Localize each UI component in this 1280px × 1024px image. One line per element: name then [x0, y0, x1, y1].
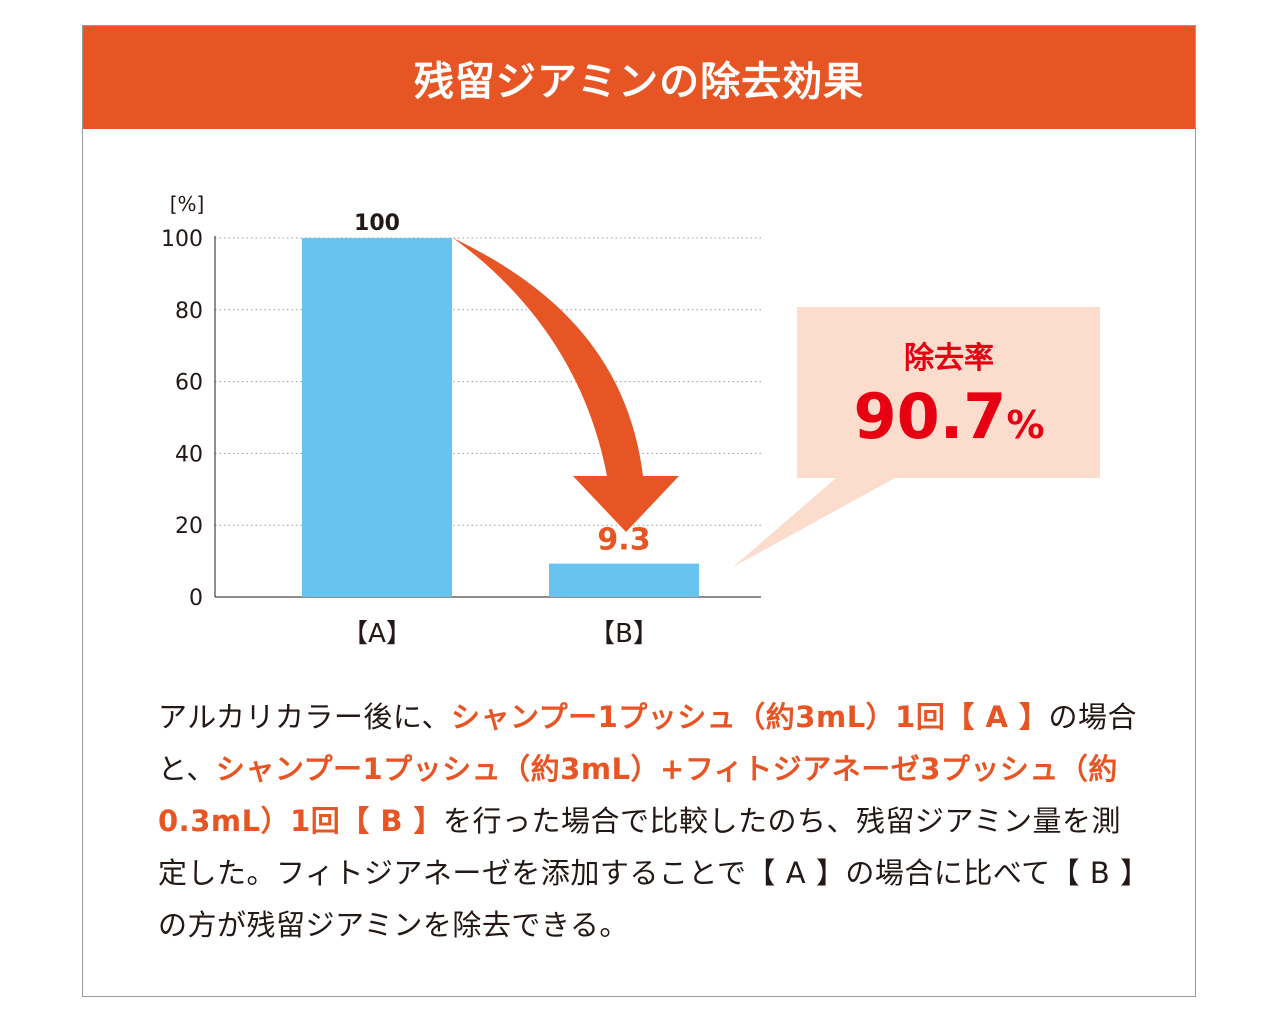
- description-segment: アルカリカラー後に、: [158, 700, 451, 734]
- reduction-arrow: [453, 238, 679, 532]
- bar-value-label: 100: [354, 211, 400, 236]
- description-text: アルカリカラー後に、シャンプー1プッシュ（約3mL）1回【 A 】の場合と、シャ…: [158, 691, 1148, 951]
- bar: [549, 563, 699, 597]
- description-segment: を行った場合で比較したのち、残留ジアミン量を測定した。フィトジアネーゼを添加する…: [158, 804, 1135, 942]
- y-tick-label: 60: [175, 371, 203, 396]
- chart-title: 残留ジアミンの除去効果: [413, 58, 865, 105]
- y-tick-label: 100: [161, 227, 203, 252]
- description-segment: の場合と、: [158, 700, 1137, 786]
- x-category-label: 【A】: [342, 619, 412, 649]
- removal-rate-unit: %: [1006, 403, 1044, 447]
- x-category-label: 【B】: [589, 619, 659, 649]
- chart-panel: 残留ジアミンの除去効果 0 20 40 60 80 100 [%] 100 【A】 9.3 【B】除…: [82, 25, 1196, 997]
- bar: [302, 238, 452, 597]
- removal-rate-number: 90.7: [853, 380, 1006, 453]
- y-tick-label: 20: [175, 514, 203, 539]
- removal-rate-value: 90.7%: [853, 380, 1044, 453]
- description-highlight: シャンプー1プッシュ（約3mL）1回【 A 】: [450, 700, 1049, 734]
- callout-label: 除去率: [904, 341, 994, 376]
- title-bar: 残留ジアミンの除去効果: [83, 26, 1195, 129]
- y-tick-label: 0: [189, 586, 203, 611]
- description-highlight: シャンプー1プッシュ（約3mL）+フィトジアネーゼ3プッシュ（約0.3mL）1回…: [158, 752, 1118, 838]
- callout-bubble: [733, 307, 1100, 567]
- y-tick-label: 40: [175, 442, 203, 467]
- y-unit-label: [%]: [170, 192, 205, 216]
- y-tick-label: 80: [175, 299, 203, 324]
